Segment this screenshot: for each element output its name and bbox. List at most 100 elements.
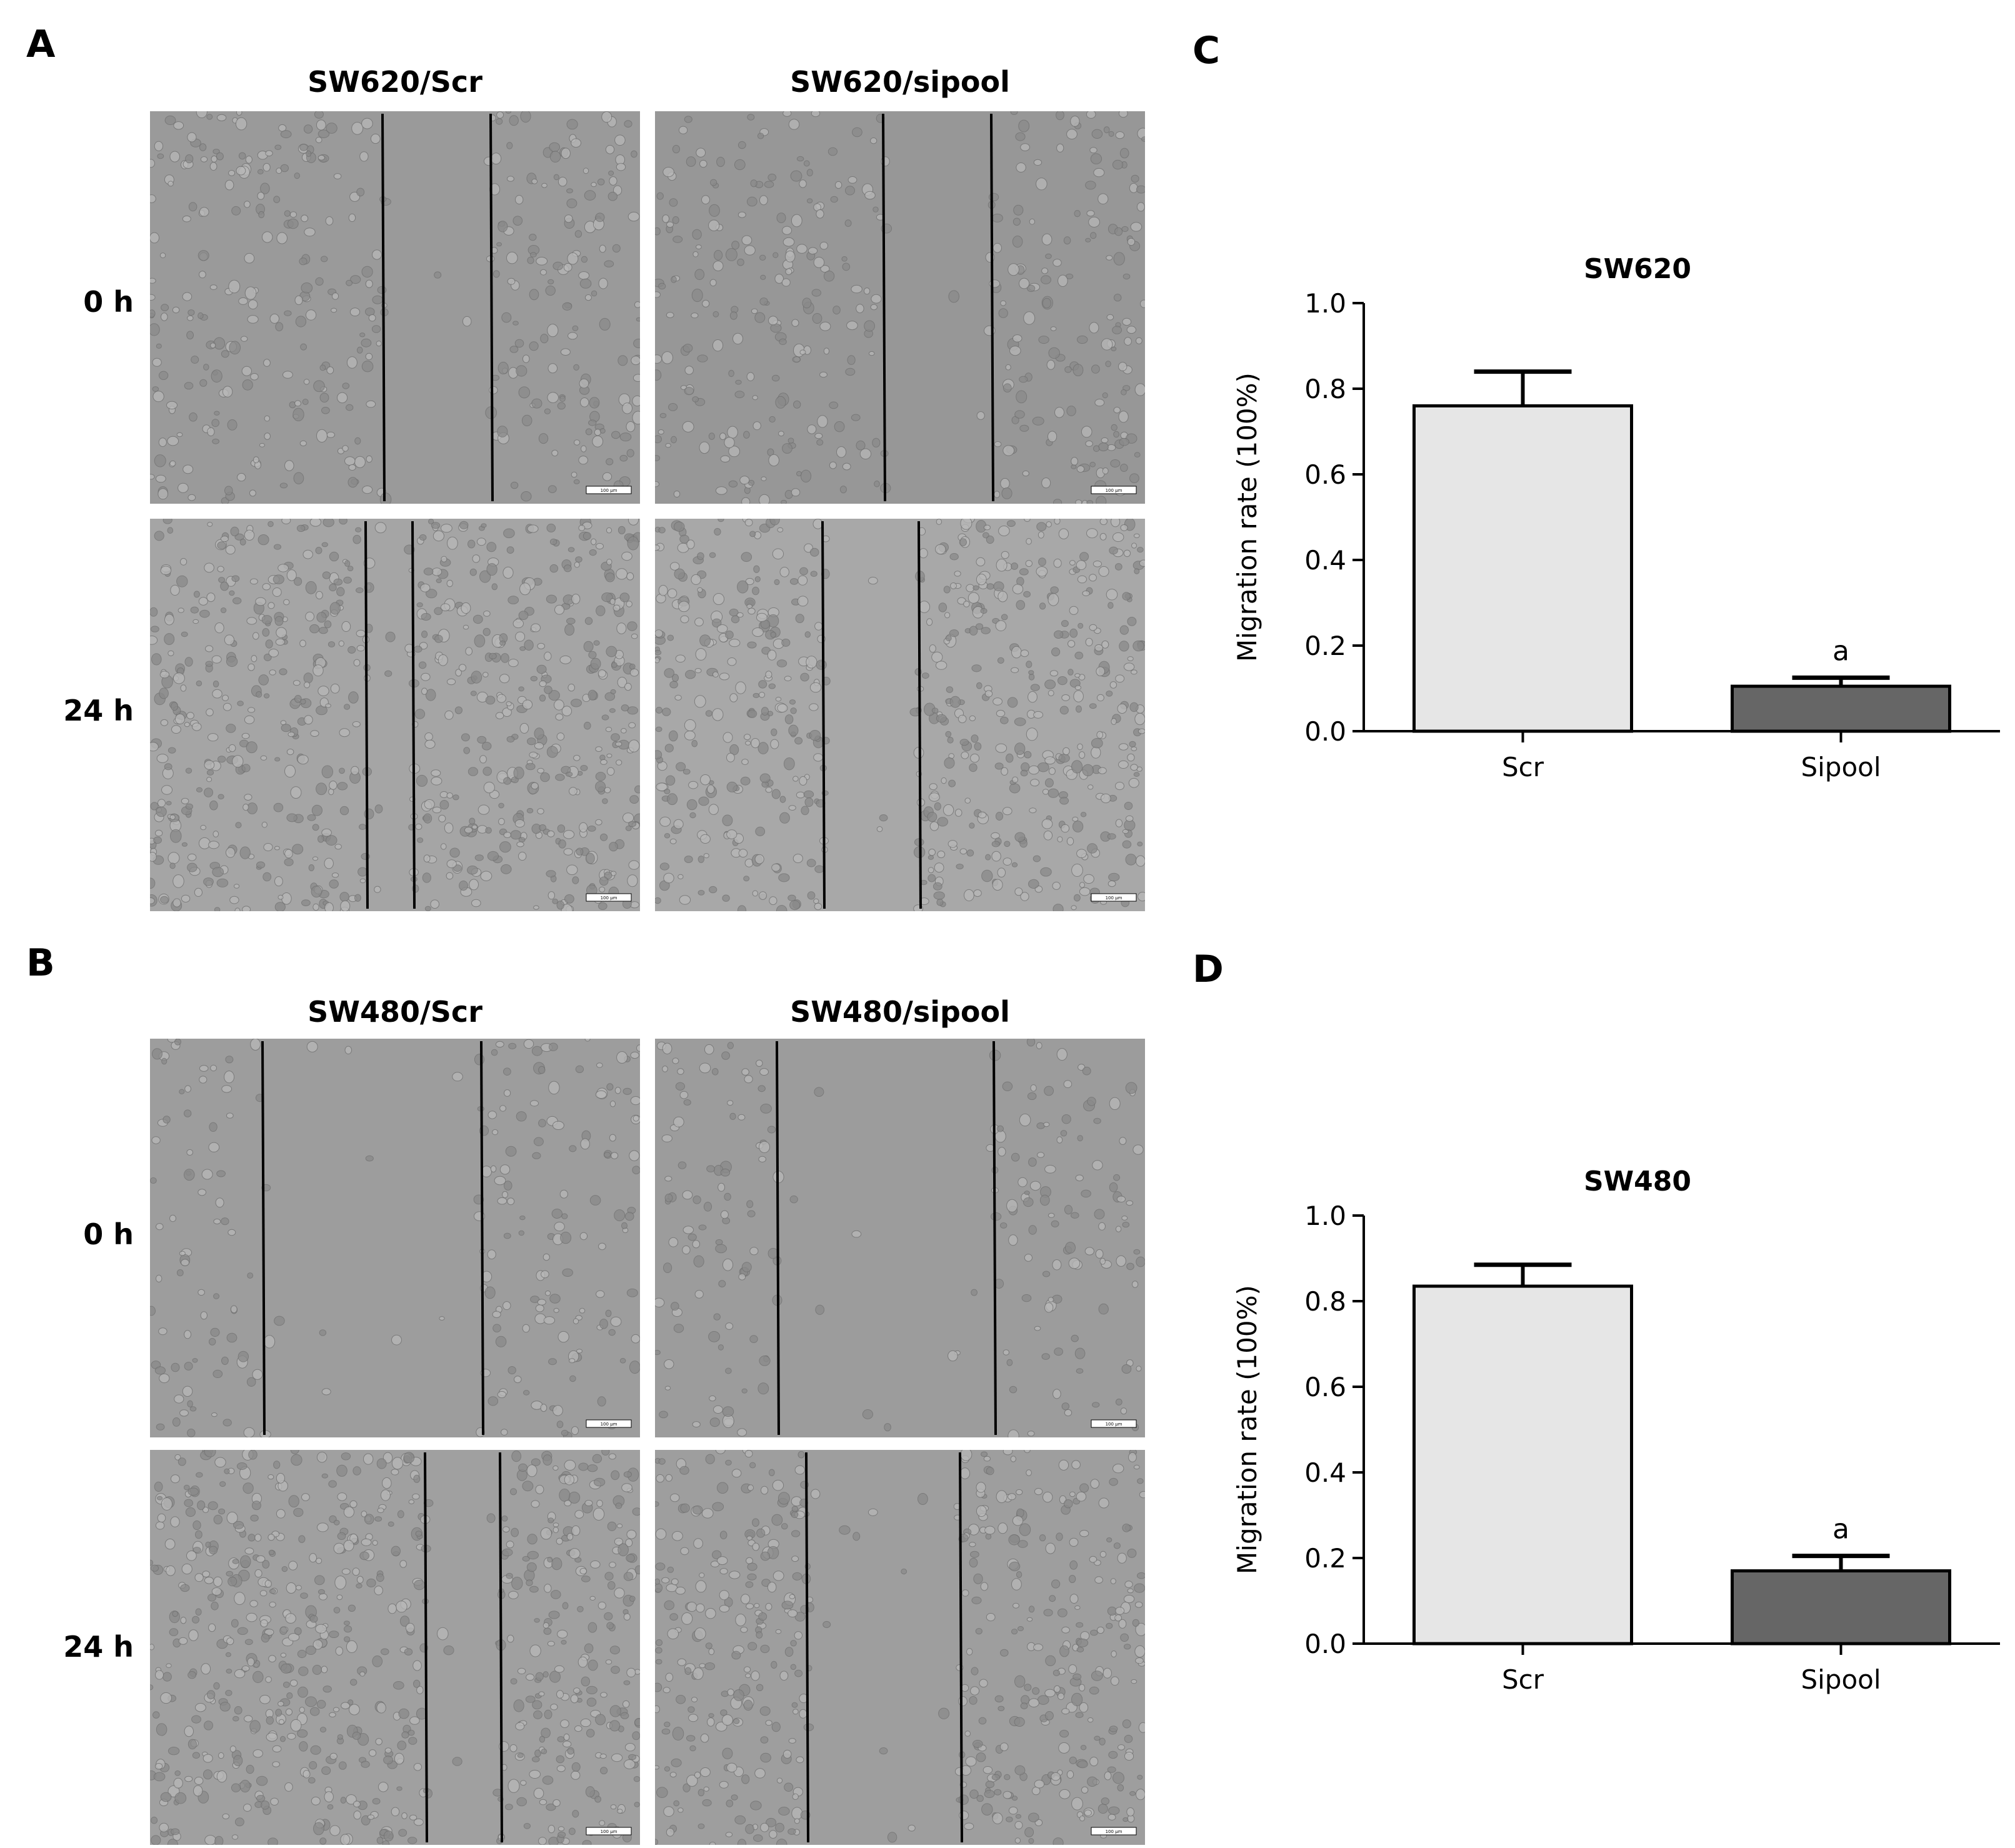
scale-bar <box>586 486 632 494</box>
scale-bar <box>586 1827 632 1836</box>
cell-texture <box>150 1039 640 1437</box>
cell-texture <box>150 1450 640 1845</box>
micrograph-svg: 100 µm <box>655 1450 1145 1845</box>
panel-letter-a: A <box>26 22 56 66</box>
significance-label: a <box>1832 635 1849 667</box>
scale-bar <box>1091 1827 1137 1836</box>
micrograph-svg: 100 µm <box>655 519 1145 911</box>
micrograph-sw480-scr-0h: 100 µm <box>150 1039 640 1437</box>
chart-title: SW480 <box>1584 1166 1691 1197</box>
cell-texture <box>655 111 1145 504</box>
micrograph-svg: 100 µm <box>655 1039 1145 1437</box>
panel-a-row-label-24h: 24 h <box>63 694 134 727</box>
y-tick-label: 0.6 <box>1304 459 1346 490</box>
panel-a-column-title-scr: SW620/Scr <box>308 65 482 99</box>
scale-bar <box>586 893 632 902</box>
panel-letter-c: C <box>1192 29 1221 72</box>
y-tick-label: 0.0 <box>1304 716 1346 747</box>
wound-edge-line-2 <box>411 521 416 909</box>
significance-label: a <box>1832 1514 1849 1546</box>
wound-edge-line-2 <box>990 113 994 502</box>
x-tick-label-scr: Scr <box>1502 752 1544 782</box>
scale-bar <box>586 1419 632 1428</box>
bar-scr <box>1412 404 1633 733</box>
cell-texture <box>150 111 640 504</box>
wound-edge-line-1 <box>821 521 826 909</box>
wound-edge-line-1 <box>776 1041 780 1436</box>
panel-letter-d: D <box>1192 947 1224 991</box>
wound-edge-line-2 <box>918 521 922 909</box>
wound-edge-line-2 <box>489 113 494 502</box>
cell-texture <box>655 519 1145 911</box>
wound-edge-line-2 <box>480 1041 484 1436</box>
y-axis-label: Migration rate (100%) <box>1232 372 1262 662</box>
scale-bar-label: 100 µm <box>1106 1829 1122 1834</box>
scale-bar-label: 100 µm <box>1106 896 1122 901</box>
scale-bar-label: 100 µm <box>601 1829 618 1834</box>
bar-scr <box>1412 1284 1633 1646</box>
y-tick-label: 1.0 <box>1304 288 1346 319</box>
panel-a-column-title-sipool: SW620/sipool <box>790 65 1010 99</box>
scale-bar <box>1091 486 1137 494</box>
wound-edge-line-2 <box>959 1452 963 1843</box>
panel-b-column-title-sipool: SW480/sipool <box>790 995 1010 1029</box>
scale-bar-label: 100 µm <box>1106 1422 1122 1427</box>
panel-letter-b: B <box>26 941 55 985</box>
bar-sipool <box>1731 684 1951 733</box>
scale-bar <box>1091 893 1137 902</box>
micrograph-background <box>655 519 1145 911</box>
wound-edge-line-2 <box>992 1041 997 1436</box>
panel-b-row-label-24h: 24 h <box>63 1630 134 1664</box>
micrograph-background <box>655 1039 1145 1437</box>
chart-sw620: SW620 Migration rate (100%) 0.0 0.2 0.4 0.6 0.… <box>1212 244 2000 806</box>
micrograph-sw620-sipool-24h: 100 µm <box>655 519 1145 911</box>
y-tick-label: 0.8 <box>1304 374 1346 404</box>
wound-edge-line-1 <box>364 521 369 909</box>
wound-edge-line-1 <box>424 1452 428 1843</box>
panel-a-row-label-0h: 0 h <box>83 285 134 319</box>
scale-bar-label: 100 µm <box>601 1422 618 1427</box>
y-tick-label: 1.0 <box>1304 1201 1346 1231</box>
scale-bar-label: 100 µm <box>1106 488 1122 493</box>
chart-sw480-svg: SW480 Migration rate (100%) 0.0 0.2 0.4 0.6 0.… <box>1232 1166 2000 1695</box>
wound-edge-line-1 <box>261 1041 266 1436</box>
y-tick-label: 0.0 <box>1304 1629 1346 1659</box>
wound-edge-line-1 <box>805 1452 809 1843</box>
cell-texture <box>655 1039 1145 1437</box>
y-tick-label: 0.4 <box>1304 1457 1346 1488</box>
micrograph-sw480-sipool-24h: 100 µm <box>655 1450 1145 1845</box>
scale-bar <box>1091 1419 1137 1428</box>
micrograph-sw620-scr-24h: 100 µm <box>150 519 640 911</box>
panel-b-row-label-0h: 0 h <box>83 1217 134 1251</box>
wound-edge-line-1 <box>381 113 386 502</box>
x-tick-label-sipool: Sipool <box>1801 1664 1881 1695</box>
micrograph-background <box>655 1450 1145 1845</box>
scale-bar-label: 100 µm <box>601 896 618 901</box>
wound-edge-line-1 <box>882 113 886 502</box>
chart-sw480: SW480 Migration rate (100%) 0.0 0.2 0.4 0.6 0.… <box>1212 1156 2000 1719</box>
chart-sw620-svg: SW620 Migration rate (100%) 0.0 0.2 0.4 0.6 0.… <box>1232 253 2000 782</box>
y-tick-label: 0.6 <box>1304 1372 1346 1402</box>
wound-edge-line-2 <box>499 1452 503 1843</box>
micrograph-sw480-scr-24h: 100 µm <box>150 1450 640 1845</box>
panel-b-column-title-scr: SW480/Scr <box>308 995 482 1029</box>
cell-texture <box>150 519 640 911</box>
y-tick-label: 0.2 <box>1304 1543 1346 1574</box>
micrograph-sw480-sipool-0h: 100 µm <box>655 1039 1145 1437</box>
y-tick-label: 0.4 <box>1304 545 1346 576</box>
y-tick-label: 0.2 <box>1304 631 1346 661</box>
x-tick-label-sipool: Sipool <box>1801 752 1881 782</box>
micrograph-sw620-sipool-0h: 100 µm <box>655 111 1145 504</box>
bar-sipool <box>1731 1569 1951 1646</box>
y-axis-label: Migration rate (100%) <box>1232 1285 1262 1574</box>
micrograph-svg: 100 µm <box>150 1450 640 1845</box>
micrograph-sw620-scr-0h: 100 µm <box>150 111 640 504</box>
micrograph-svg: 100 µm <box>150 111 640 504</box>
cell-texture <box>655 1450 1145 1845</box>
scale-bar-label: 100 µm <box>601 488 618 493</box>
micrograph-svg: 100 µm <box>150 519 640 911</box>
micrograph-svg: 100 µm <box>150 1039 640 1437</box>
micrograph-svg: 100 µm <box>655 111 1145 504</box>
chart-title: SW620 <box>1584 253 1691 285</box>
x-tick-label-scr: Scr <box>1502 1664 1544 1695</box>
